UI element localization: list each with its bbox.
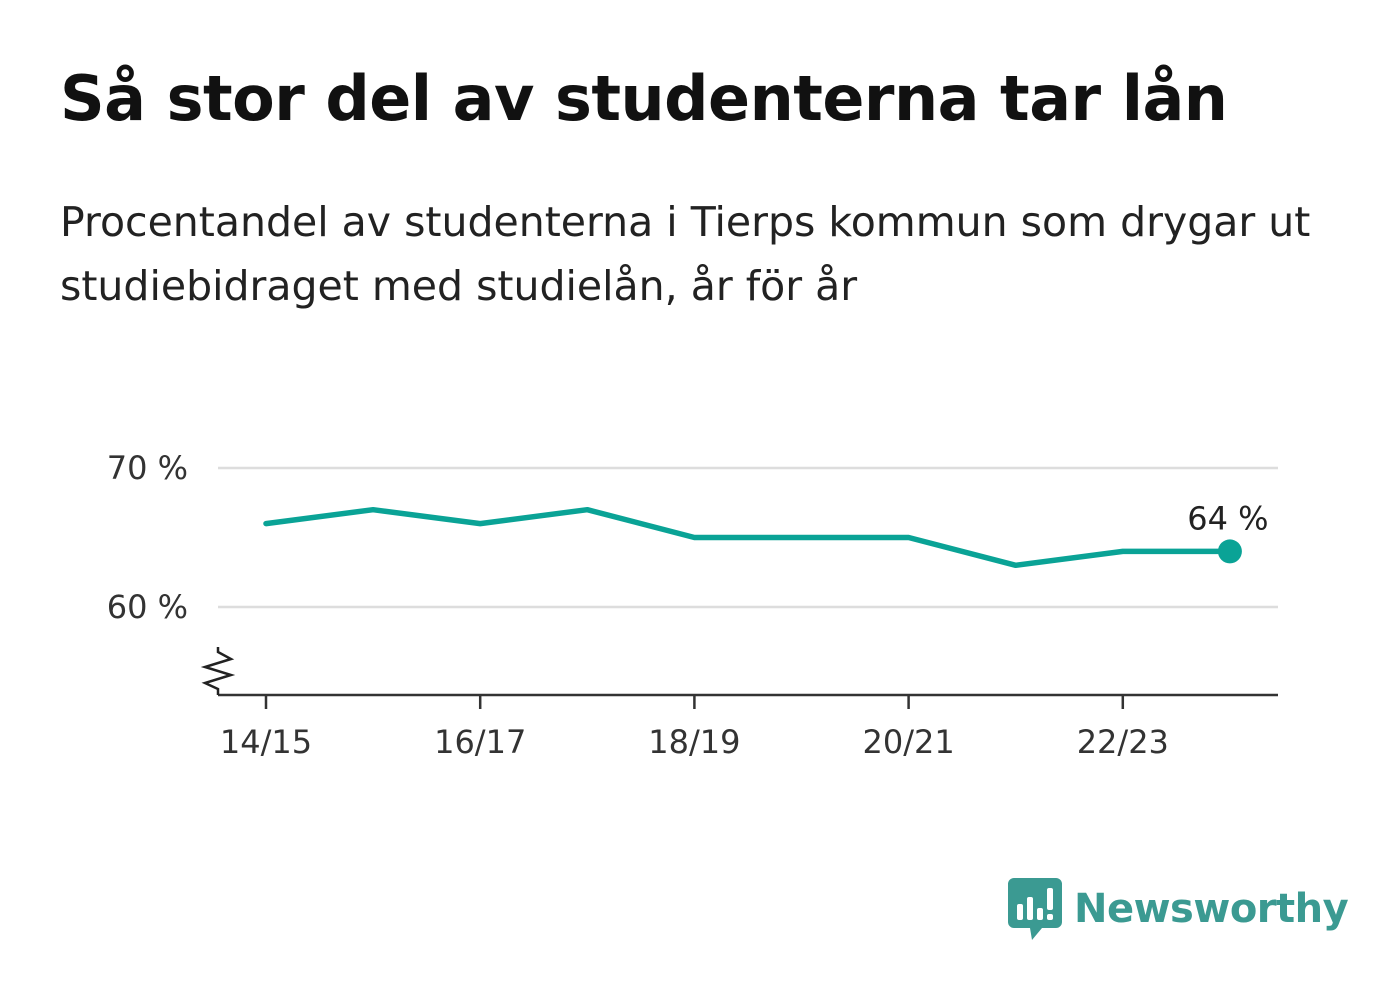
y-tick-label: 60 % <box>107 588 188 626</box>
x-tick-label: 16/17 <box>434 723 526 761</box>
end-point-marker <box>1217 539 1242 564</box>
x-axis: 14/15 16/17 18/19 20/21 22/23 <box>200 647 1278 761</box>
axis-break-icon <box>200 647 236 695</box>
grid-lines <box>218 466 1278 609</box>
logo-text: Newsworthy <box>1074 886 1349 932</box>
x-tick-label: 22/23 <box>1077 723 1169 761</box>
series-group <box>263 506 1242 569</box>
newsworthy-logo: Newsworthy <box>1008 876 1349 942</box>
series-line <box>263 506 1233 569</box>
x-tick-label: 20/21 <box>862 723 954 761</box>
end-value-label: 64 % <box>1187 499 1268 537</box>
chart-subtitle: Procentandel av studenterna i Tierps kom… <box>60 198 1311 310</box>
chart-title: Så stor del av studenterna tar lån <box>60 62 1228 135</box>
x-tick-label: 14/15 <box>220 723 312 761</box>
y-tick-label: 70 % <box>107 449 188 487</box>
y-axis-ticks: 60 % 70 % <box>107 449 188 626</box>
bar-chart-speech-bubble-icon <box>1008 878 1062 940</box>
x-tick-label: 18/19 <box>648 723 740 761</box>
